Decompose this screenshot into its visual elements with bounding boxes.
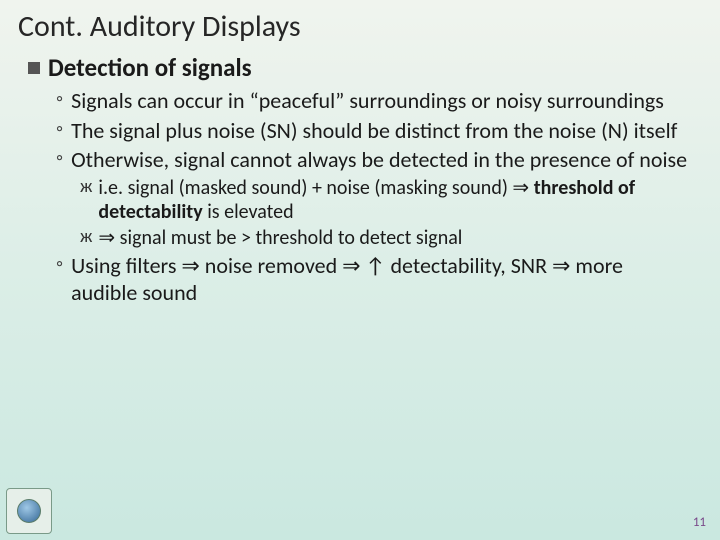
bullet-text: Otherwise, signal cannot always be detec…	[71, 146, 687, 174]
bullet-row: ◦ Using filters ⇒ noise removed ⇒ ↑ dete…	[56, 252, 692, 307]
ring-bullet-icon: ◦	[56, 117, 63, 142]
slide: Cont. Auditory Displays Detection of sig…	[0, 0, 720, 540]
sub-bullet-row: ж i.e. signal (masked sound) + noise (ma…	[80, 176, 692, 224]
link-bullet-icon: ж	[80, 176, 92, 198]
bullet-row: ◦ The signal plus noise (SN) should be d…	[56, 117, 692, 145]
bullet-text: Signals can occur in “peaceful” surround…	[71, 87, 664, 115]
bullet-text: The signal plus noise (SN) should be dis…	[71, 117, 677, 145]
bullet-text: Using filters ⇒ noise removed ⇒ ↑ detect…	[71, 252, 692, 307]
ring-bullet-icon: ◦	[56, 146, 63, 171]
heading-row: Detection of signals	[28, 52, 700, 83]
sub-bullet-text: i.e. signal (masked sound) + noise (mask…	[98, 176, 692, 224]
square-bullet-icon	[28, 62, 40, 74]
ring-bullet-icon: ◦	[56, 87, 63, 112]
sub-bullet-text: ⇒ signal must be > threshold to detect s…	[98, 226, 462, 250]
university-logo	[6, 488, 52, 534]
sub-bullet-row: ж ⇒ signal must be > threshold to detect…	[80, 226, 692, 250]
slide-title: Cont. Auditory Displays	[18, 8, 301, 45]
text-pre: i.e. signal (masked sound) + noise (mask…	[98, 176, 533, 200]
ring-bullet-icon: ◦	[56, 252, 63, 277]
bullet-row: ◦ Signals can occur in “peaceful” surrou…	[56, 87, 692, 115]
link-bullet-icon: ж	[80, 226, 92, 248]
bullet-row: ◦ Otherwise, signal cannot always be det…	[56, 146, 692, 174]
text-post: is elevated	[203, 200, 294, 224]
slide-content: Detection of signals ◦ Signals can occur…	[28, 52, 700, 309]
page-number: 11	[693, 515, 706, 530]
logo-emblem-icon	[17, 499, 41, 523]
heading-text: Detection of signals	[48, 52, 252, 83]
